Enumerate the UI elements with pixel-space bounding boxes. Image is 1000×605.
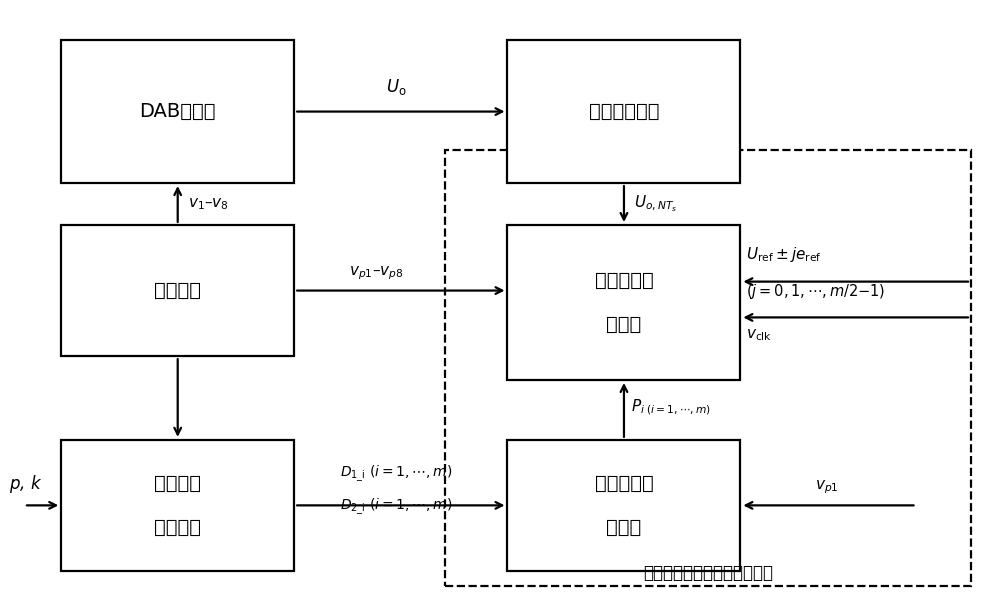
Text: $v_{\mathrm{clk}}$: $v_{\mathrm{clk}}$ [746,327,772,343]
Text: 电压采样电路: 电压采样电路 [589,102,659,121]
Text: 产生器: 产生器 [606,518,642,537]
Text: $D_{2\_\mathrm{i}}\ (i{=}1,\cdots,m)$: $D_{2\_\mathrm{i}}\ (i{=}1,\cdots,m)$ [340,497,452,517]
Bar [507,40,740,183]
Text: $D_{1\_\mathrm{i}}\ (i{=}1,\cdots,m)$: $D_{1\_\mathrm{i}}\ (i{=}1,\cdots,m)$ [340,464,452,485]
Text: $v_1$–$v_8$: $v_1$–$v_8$ [188,196,229,212]
Text: $U_{\mathrm{ref}}\pm je_{\mathrm{ref}}$: $U_{\mathrm{ref}}\pm je_{\mathrm{ref}}$ [746,244,822,264]
Text: 回流功率: 回流功率 [154,474,201,492]
Text: 驱动电路: 驱动电路 [154,281,201,300]
Text: DAB变换器: DAB变换器 [139,102,216,121]
Bar [61,225,294,356]
Text: $v_{p1}$: $v_{p1}$ [815,479,839,497]
Bar [507,225,740,380]
Text: 离散移相控制脉冲组产生环节: 离散移相控制脉冲组产生环节 [643,564,773,582]
Text: $U_{o,NT_s}$: $U_{o,NT_s}$ [634,194,677,214]
Text: 控制脉冲组: 控制脉冲组 [595,474,653,492]
Text: $U_{\mathrm{o}}$: $U_{\mathrm{o}}$ [386,77,406,97]
Text: 控制脉冲组: 控制脉冲组 [595,270,653,290]
Text: $p$, $k$: $p$, $k$ [9,473,42,495]
Bar [507,440,740,571]
Text: $P_{i\ (i=1,\cdots,m)}$: $P_{i\ (i=1,\cdots,m)}$ [631,397,711,417]
Text: 选择器: 选择器 [606,315,642,335]
Text: $v_{p1}$–$v_{p8}$: $v_{p1}$–$v_{p8}$ [349,264,403,281]
Text: $( j{=}0,1,\cdots,m/2{-}1)$: $( j{=}0,1,\cdots,m/2{-}1)$ [746,281,885,301]
Bar [445,151,971,586]
Bar [61,40,294,183]
Text: 优化环节: 优化环节 [154,518,201,537]
Bar [61,440,294,571]
